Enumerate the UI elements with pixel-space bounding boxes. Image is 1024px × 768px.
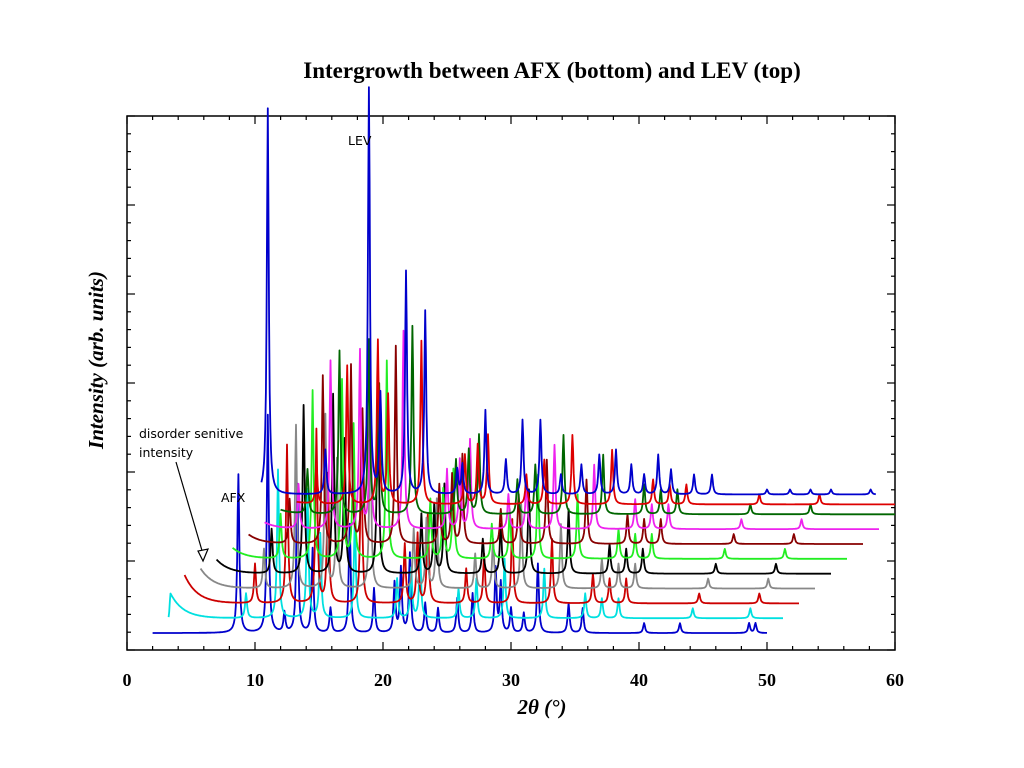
series-line	[296, 338, 896, 506]
series-line	[232, 359, 848, 560]
series-line	[152, 413, 768, 634]
x-tick-label: 60	[886, 670, 904, 690]
x-tick-label: 20	[374, 670, 392, 690]
x-tick-label: 50	[758, 670, 776, 690]
x-tick-label: 30	[502, 670, 520, 690]
annotation-disorder-line1: disorder senitive	[139, 426, 244, 441]
series-line	[215, 374, 832, 575]
series-line	[199, 412, 816, 590]
chart-title: Intergrowth between AFX (bottom) and LEV…	[303, 58, 800, 83]
x-axis-tick-labels: 0 10 20 30 40 50 60	[123, 670, 905, 690]
series-line	[280, 324, 896, 516]
x-tick-label: 40	[630, 670, 648, 690]
annotation-arrow	[175, 461, 204, 555]
y-axis-label: Intensity (arb. units)	[84, 271, 108, 450]
series-layer	[152, 86, 896, 634]
series-line	[248, 344, 864, 545]
x-axis-label: 2θ (°)	[516, 695, 566, 719]
x-tick-label: 0	[123, 670, 132, 690]
annotation-arrowhead	[197, 548, 209, 563]
y-axis-ticks	[127, 115, 895, 651]
series-line	[264, 329, 880, 530]
annotation-disorder-line2: intensity	[139, 445, 194, 460]
series-line	[183, 427, 800, 605]
series-line	[167, 468, 784, 620]
x-axis-ticks	[126, 116, 896, 650]
x-tick-label: 10	[246, 670, 264, 690]
series-line	[260, 86, 877, 496]
annotation-afx: AFX	[221, 490, 246, 505]
annotation-lev: LEV	[348, 133, 372, 148]
